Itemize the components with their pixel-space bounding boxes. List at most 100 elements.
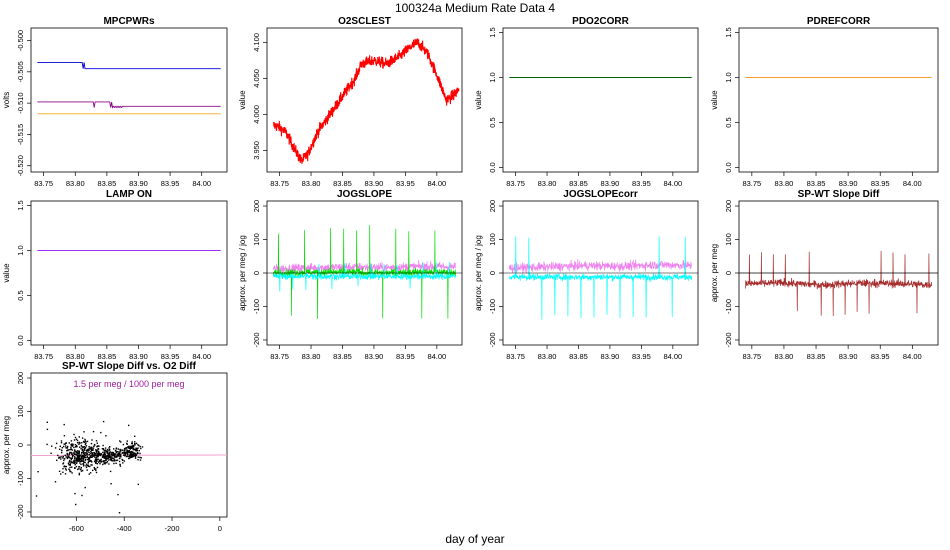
- mpcpwrs-ytick-label: -0.515: [16, 124, 25, 145]
- pdo2corr-ytick-label: 1.0: [488, 72, 497, 82]
- scatter-point: [95, 458, 97, 460]
- scatter-point: [105, 435, 107, 437]
- scatter-xtick-label: -400: [117, 524, 132, 533]
- spwtslopediff-xtick-label: 83.85: [807, 352, 826, 361]
- spwtslopediff-ytick-label: 200: [724, 200, 733, 213]
- scatter-point: [122, 459, 124, 461]
- scatter-point: [137, 483, 139, 486]
- scatter-point: [136, 451, 139, 454]
- scatter-point: [93, 460, 96, 463]
- scatter-point: [98, 460, 100, 462]
- mpcpwrs-frame: [30, 27, 228, 173]
- scatter-point: [78, 472, 81, 475]
- scatter-point: [73, 462, 75, 464]
- scatter-point: [102, 454, 104, 456]
- scatter-point: [77, 459, 80, 462]
- o2sclest-ytick-label: 4.100: [252, 33, 261, 52]
- scatter-point: [66, 452, 68, 455]
- scatter-point: [100, 453, 102, 455]
- scatter-annotation: 1.5 per meg / 1000 per meg: [73, 379, 184, 389]
- scatter-point: [94, 456, 96, 459]
- scatter-point: [78, 456, 80, 458]
- scatter-point: [65, 447, 67, 449]
- scatter-point: [139, 452, 141, 455]
- scatter-point: [74, 463, 76, 466]
- pdo2corr-xtick-label: 83.95: [632, 179, 651, 188]
- mpcpwrs-ytick-label: -0.500: [16, 30, 25, 51]
- scatter-point: [128, 424, 130, 427]
- scatter-point: [115, 456, 117, 458]
- scatter-point: [102, 448, 105, 451]
- scatter-point: [61, 451, 63, 454]
- scatter-point: [69, 464, 71, 466]
- scatter-point: [83, 441, 86, 444]
- scatter-point: [115, 455, 118, 457]
- scatter-point: [75, 451, 78, 453]
- scatter-point: [63, 459, 65, 462]
- scatter-point: [99, 463, 101, 465]
- scatter-point: [64, 468, 67, 470]
- scatter-point: [74, 436, 77, 439]
- scatter-point: [91, 456, 93, 458]
- scatter-point: [74, 453, 76, 455]
- scatter-point: [88, 458, 90, 461]
- scatter-point: [130, 445, 132, 448]
- jogslopecorr-xtick-label: 83.80: [538, 352, 557, 361]
- scatter-point: [76, 453, 78, 455]
- scatter-xtick-label: -200: [165, 524, 180, 533]
- scatter-point: [103, 450, 105, 452]
- mpcpwrs-xtick-label: 83.85: [97, 179, 116, 188]
- scatter-point: [82, 465, 85, 467]
- scatter-point: [109, 453, 111, 456]
- scatter-point: [72, 444, 74, 446]
- jogslope-ytick-label: -100: [252, 299, 261, 314]
- scatter-ytick-label: 100: [16, 405, 25, 418]
- scatter-point: [81, 446, 83, 448]
- scatter-point: [116, 451, 118, 453]
- scatter-point: [63, 443, 65, 445]
- scatter-point: [71, 453, 73, 456]
- scatter-point: [126, 442, 128, 445]
- scatter-point: [130, 447, 133, 449]
- scatter-point: [116, 459, 118, 462]
- o2sclest-xtick-label: 83.80: [302, 179, 321, 188]
- pdo2corr-xtick-label: 83.90: [601, 179, 620, 188]
- scatter-point: [78, 452, 80, 455]
- scatter-point: [98, 459, 101, 461]
- scatter-point: [97, 452, 99, 454]
- scatter-point: [136, 452, 139, 455]
- scatter-point: [132, 454, 135, 456]
- scatter-point: [111, 453, 113, 456]
- scatter-point: [95, 440, 98, 442]
- scatter-point: [58, 456, 60, 458]
- scatter-point: [114, 454, 116, 456]
- scatter-point: [96, 445, 98, 448]
- scatter-point: [131, 454, 133, 457]
- scatter-point: [89, 452, 92, 454]
- scatter-point: [109, 470, 112, 473]
- scatter-point: [84, 455, 86, 457]
- mpcpwrs-series-power-2: [37, 101, 221, 109]
- scatter-point: [106, 451, 109, 453]
- scatter-point: [132, 451, 134, 454]
- scatter-point: [92, 447, 95, 449]
- scatter-point: [46, 421, 48, 423]
- mpcpwrs-xtick-label: 83.90: [129, 179, 148, 188]
- scatter-point: [70, 448, 72, 450]
- spwtslopediff-plot-area: [739, 250, 938, 317]
- pdo2corr-ylabel: value: [474, 90, 483, 110]
- scatter-point: [130, 452, 132, 454]
- scatter-point: [62, 462, 65, 464]
- scatter-point: [62, 468, 64, 470]
- scatter-point: [97, 456, 99, 458]
- jogslope-title: JOGSLOPE: [337, 189, 392, 200]
- scatter-point: [108, 452, 110, 454]
- pdrefcorr-xtick-label: 83.80: [775, 179, 794, 188]
- scatter-point: [76, 445, 78, 448]
- scatter-point: [85, 442, 87, 445]
- scatter-point: [77, 460, 80, 462]
- scatter-point: [91, 448, 93, 450]
- scatter-point: [50, 452, 52, 454]
- jogslope-ytick-label: 0: [252, 271, 261, 275]
- scatter-point: [90, 446, 92, 448]
